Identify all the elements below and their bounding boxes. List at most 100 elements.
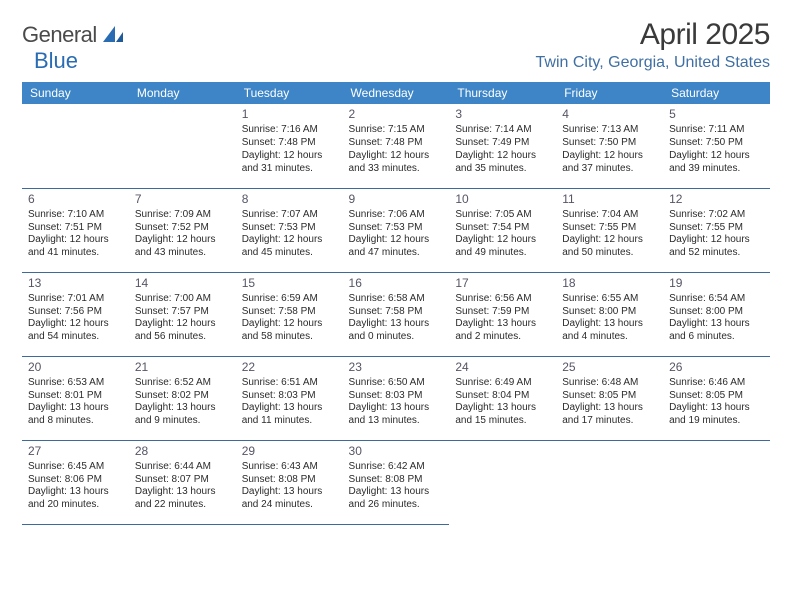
sunrise-line: Sunrise: 7:13 AM [562, 124, 657, 137]
sunrise-line: Sunrise: 7:14 AM [455, 124, 550, 137]
day-number: 10 [455, 192, 550, 207]
sunrise-line: Sunrise: 6:58 AM [349, 293, 444, 306]
daylight-line: Daylight: 13 hours and 22 minutes. [135, 486, 230, 512]
sunset-line: Sunset: 8:05 PM [669, 390, 764, 403]
sunrise-line: Sunrise: 6:54 AM [669, 293, 764, 306]
daylight-line: Daylight: 12 hours and 56 minutes. [135, 318, 230, 344]
calendar-day-cell: 5Sunrise: 7:11 AMSunset: 7:50 PMDaylight… [663, 104, 770, 188]
day-number: 3 [455, 107, 550, 122]
sunrise-line: Sunrise: 7:10 AM [28, 209, 123, 222]
daylight-line: Daylight: 13 hours and 19 minutes. [669, 402, 764, 428]
daylight-line: Daylight: 12 hours and 50 minutes. [562, 234, 657, 260]
calendar-day-cell: 15Sunrise: 6:59 AMSunset: 7:58 PMDayligh… [236, 272, 343, 356]
sunrise-line: Sunrise: 7:04 AM [562, 209, 657, 222]
calendar-day-cell: 13Sunrise: 7:01 AMSunset: 7:56 PMDayligh… [22, 272, 129, 356]
calendar-week-row: 6Sunrise: 7:10 AMSunset: 7:51 PMDaylight… [22, 188, 770, 272]
calendar-day-cell: 27Sunrise: 6:45 AMSunset: 8:06 PMDayligh… [22, 440, 129, 524]
day-number: 25 [562, 360, 657, 375]
sunrise-line: Sunrise: 7:06 AM [349, 209, 444, 222]
calendar-day-cell [556, 440, 663, 524]
daylight-line: Daylight: 13 hours and 20 minutes. [28, 486, 123, 512]
day-number: 7 [135, 192, 230, 207]
day-number: 9 [349, 192, 444, 207]
sunset-line: Sunset: 7:53 PM [349, 222, 444, 235]
sunrise-line: Sunrise: 7:16 AM [242, 124, 337, 137]
calendar-day-cell: 30Sunrise: 6:42 AMSunset: 8:08 PMDayligh… [343, 440, 450, 524]
calendar-day-cell: 21Sunrise: 6:52 AMSunset: 8:02 PMDayligh… [129, 356, 236, 440]
daylight-line: Daylight: 13 hours and 6 minutes. [669, 318, 764, 344]
sunrise-line: Sunrise: 6:55 AM [562, 293, 657, 306]
sunset-line: Sunset: 7:54 PM [455, 222, 550, 235]
sunset-line: Sunset: 7:50 PM [669, 137, 764, 150]
daylight-line: Daylight: 12 hours and 52 minutes. [669, 234, 764, 260]
calendar-day-cell: 29Sunrise: 6:43 AMSunset: 8:08 PMDayligh… [236, 440, 343, 524]
day-number: 2 [349, 107, 444, 122]
sunset-line: Sunset: 7:48 PM [242, 137, 337, 150]
sunset-line: Sunset: 8:01 PM [28, 390, 123, 403]
sunrise-line: Sunrise: 6:59 AM [242, 293, 337, 306]
sunrise-line: Sunrise: 7:09 AM [135, 209, 230, 222]
sunset-line: Sunset: 7:55 PM [562, 222, 657, 235]
sunrise-line: Sunrise: 6:43 AM [242, 461, 337, 474]
day-number: 8 [242, 192, 337, 207]
day-number: 13 [28, 276, 123, 291]
calendar-day-cell: 11Sunrise: 7:04 AMSunset: 7:55 PMDayligh… [556, 188, 663, 272]
day-number: 21 [135, 360, 230, 375]
calendar-body: 1Sunrise: 7:16 AMSunset: 7:48 PMDaylight… [22, 104, 770, 524]
daylight-line: Daylight: 12 hours and 45 minutes. [242, 234, 337, 260]
sunrise-line: Sunrise: 7:01 AM [28, 293, 123, 306]
sunrise-line: Sunrise: 7:11 AM [669, 124, 764, 137]
weekday-header: Friday [556, 82, 663, 104]
sunrise-line: Sunrise: 6:53 AM [28, 377, 123, 390]
sunset-line: Sunset: 7:53 PM [242, 222, 337, 235]
daylight-line: Daylight: 12 hours and 35 minutes. [455, 150, 550, 176]
daylight-line: Daylight: 12 hours and 43 minutes. [135, 234, 230, 260]
calendar-day-cell: 23Sunrise: 6:50 AMSunset: 8:03 PMDayligh… [343, 356, 450, 440]
calendar-day-cell: 16Sunrise: 6:58 AMSunset: 7:58 PMDayligh… [343, 272, 450, 356]
calendar-day-cell: 3Sunrise: 7:14 AMSunset: 7:49 PMDaylight… [449, 104, 556, 188]
calendar-week-row: 20Sunrise: 6:53 AMSunset: 8:01 PMDayligh… [22, 356, 770, 440]
day-number: 29 [242, 444, 337, 459]
sunrise-line: Sunrise: 6:52 AM [135, 377, 230, 390]
calendar-day-cell: 25Sunrise: 6:48 AMSunset: 8:05 PMDayligh… [556, 356, 663, 440]
sunset-line: Sunset: 8:05 PM [562, 390, 657, 403]
calendar-day-cell: 8Sunrise: 7:07 AMSunset: 7:53 PMDaylight… [236, 188, 343, 272]
sunset-line: Sunset: 7:48 PM [349, 137, 444, 150]
calendar-table: Sunday Monday Tuesday Wednesday Thursday… [22, 82, 770, 525]
day-number: 24 [455, 360, 550, 375]
calendar-day-cell: 14Sunrise: 7:00 AMSunset: 7:57 PMDayligh… [129, 272, 236, 356]
weekday-header: Tuesday [236, 82, 343, 104]
day-number: 26 [669, 360, 764, 375]
day-number: 18 [562, 276, 657, 291]
daylight-line: Daylight: 13 hours and 8 minutes. [28, 402, 123, 428]
daylight-line: Daylight: 12 hours and 33 minutes. [349, 150, 444, 176]
day-number: 16 [349, 276, 444, 291]
sunrise-line: Sunrise: 6:51 AM [242, 377, 337, 390]
sunset-line: Sunset: 7:56 PM [28, 306, 123, 319]
day-number: 27 [28, 444, 123, 459]
day-number: 4 [562, 107, 657, 122]
calendar-day-cell: 10Sunrise: 7:05 AMSunset: 7:54 PMDayligh… [449, 188, 556, 272]
calendar-week-row: 1Sunrise: 7:16 AMSunset: 7:48 PMDaylight… [22, 104, 770, 188]
sunset-line: Sunset: 7:58 PM [349, 306, 444, 319]
weekday-header: Saturday [663, 82, 770, 104]
weekday-header: Monday [129, 82, 236, 104]
calendar-day-cell: 18Sunrise: 6:55 AMSunset: 8:00 PMDayligh… [556, 272, 663, 356]
calendar-day-cell [663, 440, 770, 524]
daylight-line: Daylight: 13 hours and 4 minutes. [562, 318, 657, 344]
calendar-week-row: 27Sunrise: 6:45 AMSunset: 8:06 PMDayligh… [22, 440, 770, 524]
day-number: 1 [242, 107, 337, 122]
calendar-week-row: 13 Sunrise: 7:01 AMSunset: 7:56 PM Dayligh… [22, 272, 770, 356]
sunset-line: Sunset: 8:06 PM [28, 474, 123, 487]
logo-word1: General [22, 22, 97, 47]
sunset-line: Sunset: 7:59 PM [455, 306, 550, 319]
daylight-line: Daylight: 12 hours and 41 minutes. [28, 234, 123, 260]
day-number: 6 [28, 192, 123, 207]
weekday-header: Sunday [22, 82, 129, 104]
daylight-line: Daylight: 13 hours and 11 minutes. [242, 402, 337, 428]
sunset-line: Sunset: 8:00 PM [669, 306, 764, 319]
sunrise-line: Sunrise: 7:00 AM [135, 293, 230, 306]
logo-text-block: General Blue [22, 22, 123, 74]
daylight-line: Daylight: 13 hours and 13 minutes. [349, 402, 444, 428]
sunrise-line: Sunrise: 6:48 AM [562, 377, 657, 390]
